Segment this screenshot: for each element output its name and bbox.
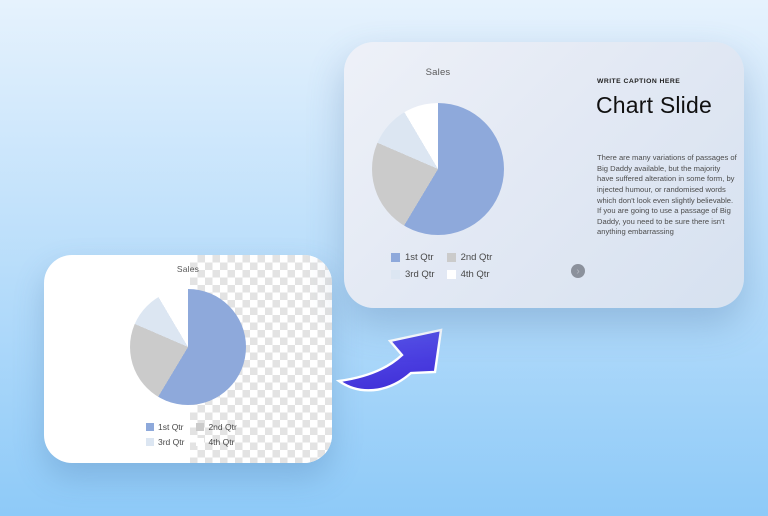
thumbnail-legend: 1st Qtr 2nd Qtr 3rd Qtr 4th Qtr bbox=[146, 422, 237, 447]
legend-label: 2nd Qtr bbox=[460, 252, 493, 263]
legend-item: 2nd Qtr bbox=[196, 422, 237, 432]
slide-pie-chart bbox=[372, 103, 504, 235]
slide-caption: WRITE CAPTION HERE bbox=[597, 78, 681, 85]
legend-label: 3rd Qtr bbox=[158, 437, 185, 447]
legend-label: 1st Qtr bbox=[405, 252, 434, 263]
legend-item: 3rd Qtr bbox=[146, 437, 184, 447]
slide-card: Sales 1st Qtr 2nd Qtr 3rd Qtr 4th Qtr WR… bbox=[344, 42, 744, 308]
legend-swatch bbox=[391, 253, 400, 262]
thumbnail-chart-title: Sales bbox=[176, 264, 200, 274]
legend-label: 3rd Qtr bbox=[405, 269, 435, 280]
chart-thumbnail-card: Sales 1st Qtr 2nd Qtr 3rd Qtr 4th Qtr bbox=[44, 255, 332, 463]
legend-item: 2nd Qtr bbox=[446, 252, 493, 263]
legend-swatch bbox=[391, 270, 400, 279]
legend-label: 2nd Qtr bbox=[208, 422, 237, 432]
legend-swatch bbox=[196, 438, 205, 446]
arrow-shape bbox=[335, 328, 443, 392]
legend-swatch bbox=[146, 438, 154, 446]
legend-item: 1st Qtr bbox=[146, 422, 184, 432]
chevron-right-icon: › bbox=[576, 265, 580, 277]
legend-label: 4th Qtr bbox=[460, 269, 490, 280]
slide-body-text: There are many variations of passages of… bbox=[597, 153, 737, 237]
legend-swatch bbox=[146, 423, 154, 431]
transform-arrow-icon bbox=[335, 328, 443, 392]
legend-item: 3rd Qtr bbox=[391, 269, 435, 280]
legend-swatch bbox=[446, 270, 456, 279]
legend-item: 1st Qtr bbox=[391, 252, 435, 263]
thumbnail-pie-chart bbox=[130, 289, 246, 405]
slide-title: Chart Slide bbox=[596, 92, 712, 118]
legend-label: 1st Qtr bbox=[158, 422, 184, 432]
slide-legend: 1st Qtr 2nd Qtr 3rd Qtr 4th Qtr bbox=[391, 252, 492, 280]
slide-chart-title: Sales bbox=[425, 67, 451, 78]
legend-item: 4th Qtr bbox=[196, 437, 236, 447]
legend-swatch bbox=[196, 423, 205, 431]
next-button[interactable]: › bbox=[571, 264, 585, 278]
legend-label: 4th Qtr bbox=[208, 437, 235, 447]
legend-item: 4th Qtr bbox=[446, 269, 493, 280]
legend-swatch bbox=[446, 253, 456, 262]
